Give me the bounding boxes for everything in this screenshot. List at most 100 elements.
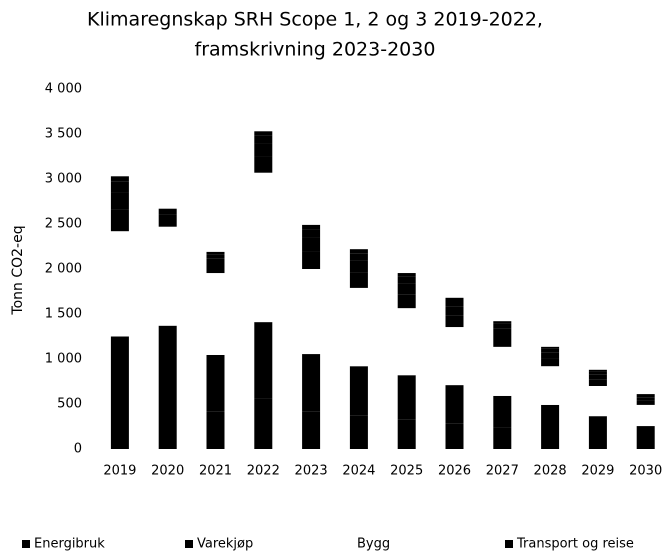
x-tick-label: 2030 [629,464,662,479]
bar-segment [110,176,129,182]
bar-segment [493,321,512,324]
bar-segment [493,336,512,347]
legend-label: Transport og reise [516,537,634,552]
bar-segment [349,260,368,273]
bar-segment [636,397,655,401]
bar-segment [588,369,607,372]
x-tick-label: 2023 [295,464,328,479]
x-tick-label: 2025 [390,464,423,479]
bar-segment [588,379,607,386]
bar-segment [636,404,655,427]
bar-segment [254,322,273,399]
bar-segment [636,426,655,440]
x-tick-label: 2022 [247,464,280,479]
bar-segment [397,308,416,376]
bar-segment [445,423,464,449]
bar-segment [158,325,177,400]
bar-segment [110,404,129,449]
bar-segment [110,336,129,404]
bar-segment [302,269,321,355]
bar-segment [588,386,607,417]
bar-segment [541,366,560,405]
legend-marker [505,540,513,548]
bar-segment [397,283,416,295]
bar-segment [110,209,129,232]
bar-segment [254,143,273,157]
legend-label: Bygg [357,537,390,552]
bar-segment [206,264,225,274]
bar-segment [493,395,512,428]
bar-segment [302,224,321,230]
bar-segment [445,306,464,316]
bar-segment [445,300,464,307]
bar-segment [158,208,177,211]
bar-segment [349,272,368,288]
bar-segment [397,375,416,420]
x-tick-label: 2029 [581,464,614,479]
bar-segment [397,276,416,284]
bar-segment [636,394,655,395]
bar-segment [302,237,321,252]
bar-segment [302,251,321,269]
y-tick-label: 4 000 [45,82,82,97]
bar-segment [110,192,129,210]
bar-segment [254,131,273,136]
bar-segment [445,297,464,301]
bar-segment [445,385,464,424]
legend-marker [345,540,353,548]
bar-segment [541,431,560,449]
bar-segment [158,399,177,449]
bar-segment [493,427,512,449]
bar-segment [349,287,368,367]
bar-segment [254,135,273,144]
bar-segment [445,315,464,328]
bar-segment [254,172,273,323]
bar-segment [302,354,321,412]
y-tick-label: 1 500 [45,307,82,322]
y-tick-label: 0 [74,442,82,457]
legend-label: Energibruk [34,537,105,552]
bar-segment [541,358,560,367]
bar-segment [254,156,273,173]
bar-segment [397,419,416,449]
bar-segment [349,249,368,254]
bar-segment [206,251,225,255]
bar-segment [110,181,129,193]
y-axis-label: Tonn CO2-eq [10,225,26,315]
bar-segment [541,348,560,353]
bar-segment [397,273,416,277]
bar-segment [302,411,321,449]
bar-segment [636,395,655,398]
bar-segment [349,366,368,416]
chart-title: Klimaregnskap SRH Scope 1, 2 og 3 2019-2… [87,9,543,31]
y-tick-label: 500 [57,397,82,412]
bar-segment [445,327,464,386]
x-tick-label: 2027 [486,464,519,479]
bar-segment [541,404,560,431]
bar-segment [158,210,177,215]
x-tick-label: 2019 [103,464,136,479]
x-tick-label: 2028 [534,464,567,479]
bar-segment [493,328,512,337]
bar-segment [541,346,560,349]
y-tick-label: 2 500 [45,217,82,232]
bar-segment [588,374,607,380]
legend-label: Varekjøp [197,537,253,552]
bar-segment [206,254,225,259]
bar-segment [588,416,607,436]
bar-segment [206,273,225,355]
y-tick-label: 3 000 [45,172,82,187]
y-tick-label: 2 000 [45,262,82,277]
y-tick-label: 3 500 [45,127,82,142]
legend-marker [22,540,30,548]
bar-segment [588,435,607,449]
bar-segment [588,371,607,375]
chart-title: framskrivning 2023-2030 [195,39,436,61]
bar-segment [158,214,177,220]
y-tick-label: 1 000 [45,352,82,367]
x-tick-label: 2026 [438,464,471,479]
bar-segment [206,411,225,449]
bar-segment [636,440,655,449]
bar-segment [349,415,368,449]
